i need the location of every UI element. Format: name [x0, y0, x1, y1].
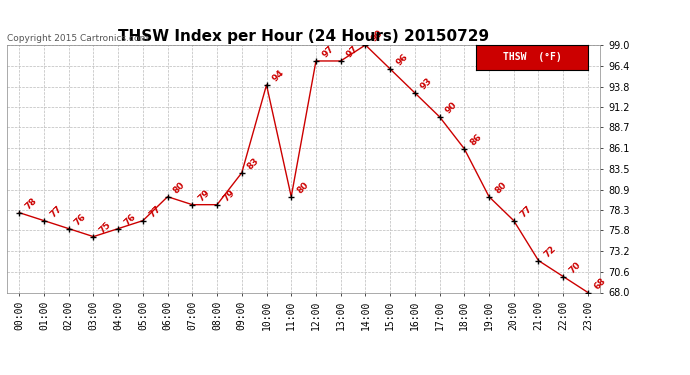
Text: 76: 76: [122, 212, 137, 227]
Text: 80: 80: [493, 180, 509, 195]
Text: 75: 75: [97, 220, 113, 235]
Text: 77: 77: [518, 204, 533, 219]
Text: 77: 77: [48, 204, 63, 219]
Text: 83: 83: [246, 156, 261, 171]
Text: 78: 78: [23, 196, 39, 211]
Title: THSW Index per Hour (24 Hours) 20150729: THSW Index per Hour (24 Hours) 20150729: [118, 29, 489, 44]
Text: 76: 76: [73, 212, 88, 227]
Text: 90: 90: [444, 100, 459, 116]
Text: 80: 80: [172, 180, 187, 195]
Text: 99: 99: [370, 28, 385, 44]
Text: 68: 68: [592, 276, 607, 291]
Text: 72: 72: [542, 244, 558, 259]
Text: 79: 79: [221, 188, 237, 203]
Text: 93: 93: [419, 76, 434, 92]
Text: 70: 70: [567, 260, 582, 275]
Text: 96: 96: [394, 52, 410, 68]
Text: Copyright 2015 Cartronics.com: Copyright 2015 Cartronics.com: [7, 34, 148, 43]
Text: 80: 80: [295, 180, 310, 195]
Text: 77: 77: [147, 204, 162, 219]
Text: 97: 97: [320, 44, 335, 60]
Text: 97: 97: [345, 44, 360, 60]
Text: 94: 94: [270, 68, 286, 84]
Text: 86: 86: [469, 132, 484, 147]
Text: 79: 79: [197, 188, 212, 203]
